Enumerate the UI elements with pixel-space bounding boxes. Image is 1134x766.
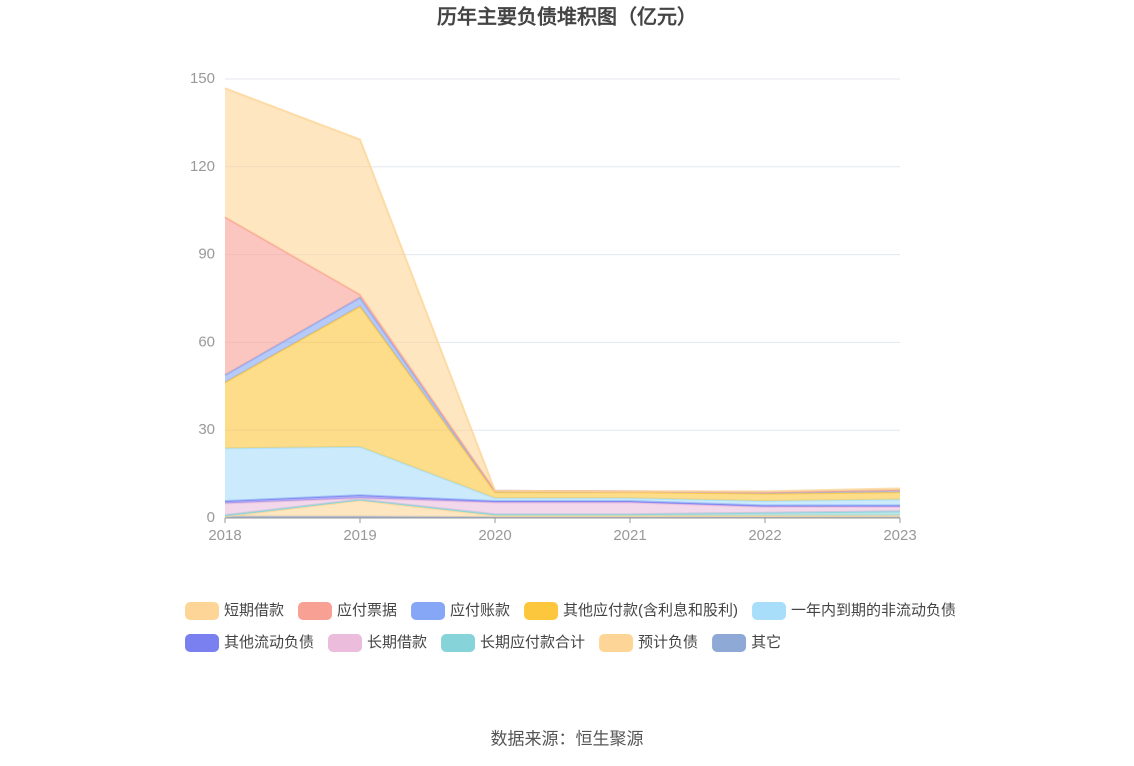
legend-item[interactable]: 其他应付款(含利息和股利) xyxy=(524,601,738,620)
y-tick-label: 150 xyxy=(190,70,215,87)
legend-swatch xyxy=(524,602,559,620)
legend-swatch xyxy=(185,602,219,620)
y-tick-label: 90 xyxy=(198,246,215,263)
legend-label: 一年内到期的非流动负债 xyxy=(791,602,956,619)
legend-swatch xyxy=(298,602,333,620)
legend-swatch xyxy=(441,634,476,652)
source: 数据来源：恒生聚源 xyxy=(491,729,644,748)
x-tick-label: 2018 xyxy=(208,527,241,544)
x-tick-label: 2021 xyxy=(613,527,646,544)
legend-label: 应付账款 xyxy=(450,601,510,619)
area-line xyxy=(224,497,900,508)
y-tick-label: 120 xyxy=(190,158,215,175)
area xyxy=(225,446,900,506)
y-tick-label: 30 xyxy=(198,421,215,438)
legend-label: 应付票据 xyxy=(337,601,397,619)
x-tick-label: 2020 xyxy=(478,527,511,544)
x-tick-label: 2019 xyxy=(343,527,376,544)
legend-label: 其他流动负债 xyxy=(224,634,314,651)
legend-label: 其它 xyxy=(751,633,781,651)
legend-item[interactable]: 其它 xyxy=(712,633,781,652)
legend-label: 长期应付款合计 xyxy=(480,633,585,651)
legend-label: 其他应付款(含利息和股利) xyxy=(563,601,738,619)
area xyxy=(225,306,900,502)
legend-label: 短期借款 xyxy=(224,602,284,619)
legend-item[interactable]: 应付账款 xyxy=(411,601,510,620)
legend-item[interactable]: 长期应付款合计 xyxy=(441,633,585,652)
legend-item[interactable]: 短期借款 xyxy=(185,602,284,620)
legend-label: 预计负债 xyxy=(638,634,698,651)
legend-swatch xyxy=(712,634,747,652)
x-tick-label: 2023 xyxy=(883,527,916,544)
legend-swatch xyxy=(752,602,787,620)
legend-swatch xyxy=(599,634,634,652)
legend-item[interactable]: 长期借款 xyxy=(328,634,427,652)
x-tick-label: 2022 xyxy=(748,527,781,544)
legend-item[interactable]: 预计负债 xyxy=(599,634,698,652)
area xyxy=(225,498,900,516)
legend-item[interactable]: 其他流动负债 xyxy=(185,634,314,652)
area-line xyxy=(224,87,901,493)
chart-title: 历年主要负债堆积图（亿元） xyxy=(437,4,697,28)
legend-item[interactable]: 一年内到期的非流动负债 xyxy=(752,602,956,620)
legend-swatch xyxy=(411,602,446,620)
legend-swatch xyxy=(185,634,219,652)
legend-label: 长期借款 xyxy=(367,634,427,651)
y-tick-label: 60 xyxy=(198,333,215,350)
legend-item[interactable]: 应付票据 xyxy=(298,601,397,620)
legend-swatch xyxy=(328,634,363,652)
y-tick-label: 0 xyxy=(207,509,215,526)
area xyxy=(225,88,900,493)
